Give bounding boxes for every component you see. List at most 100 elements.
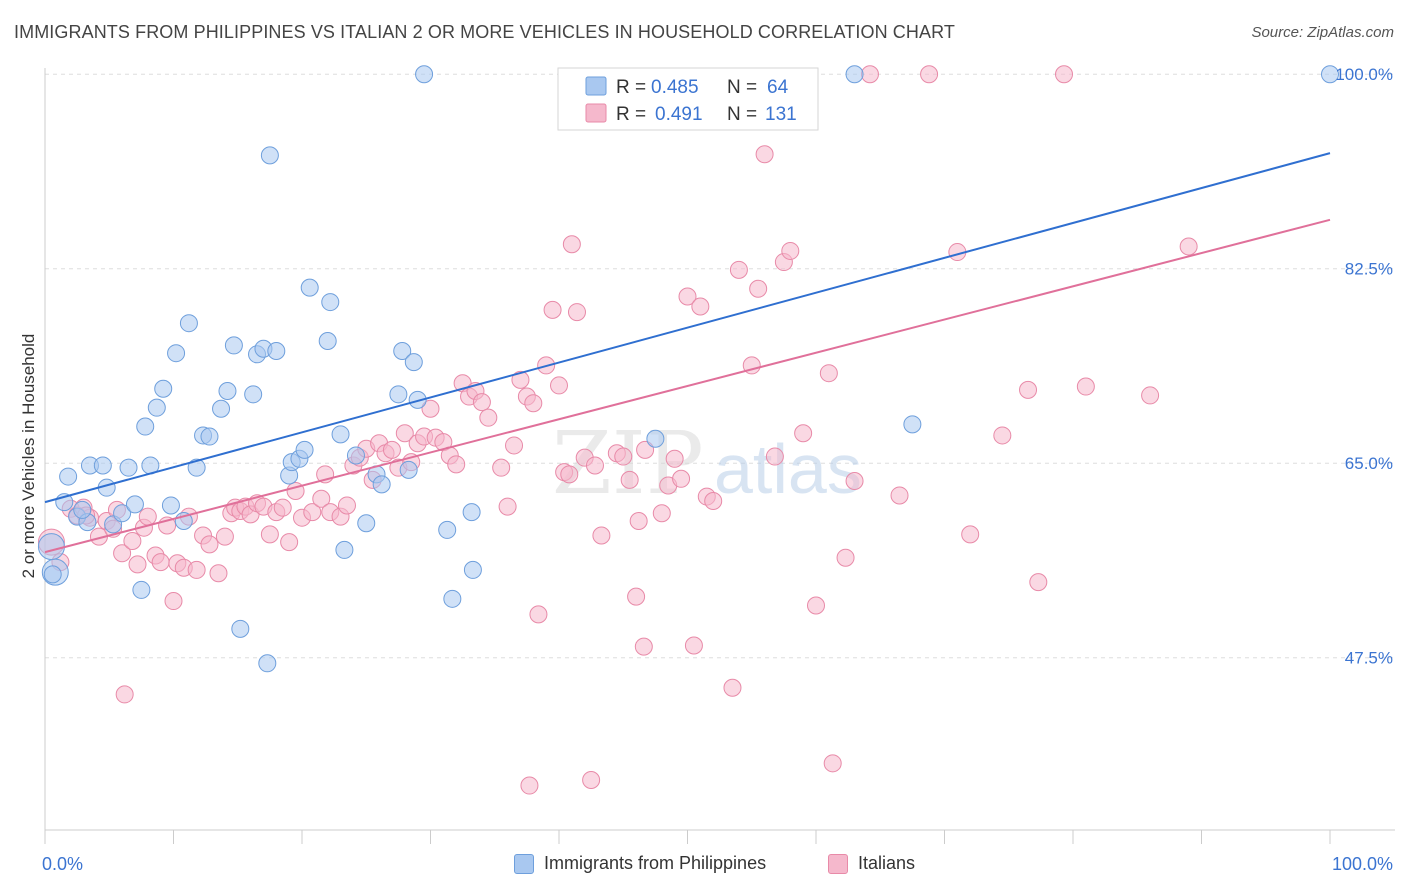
x-tick-label-start: 0.0% [42,854,83,874]
italians-point [614,447,633,466]
philippines-point [903,415,922,434]
philippines-point [267,341,286,360]
philippines-point [258,654,277,673]
italians-point [755,145,774,164]
italians-point [704,492,723,511]
philippines-point [404,353,423,372]
italians-point [164,592,183,611]
philippines-point [125,495,144,514]
bottom-legend-item-italians: Italians [828,853,915,874]
italians-point [421,399,440,418]
philippines-point [389,385,408,404]
philippines-point [300,278,319,297]
philippines-point [408,390,427,409]
italians-point [187,560,206,579]
italians-point [215,527,234,546]
italians-point [634,637,653,656]
italians-point [678,287,697,306]
philippines-point [260,146,279,165]
philippines-point [179,314,198,333]
italians-point [836,548,855,567]
philippines-point [136,417,155,436]
italians-point [209,564,228,583]
italians-point [920,65,939,84]
correlation-legend: R = 0.485 N = 64 R = 0.491 N = 131 [557,67,819,131]
italians-point [665,449,684,468]
italians-point [592,526,611,545]
italians-point [382,440,401,459]
philippines-point [187,458,206,477]
italians-point [585,456,604,475]
italians-point [1141,386,1160,405]
legend-n-label-0: N = [727,77,757,98]
philippines-point [393,341,412,360]
italians-point [684,636,703,655]
italians-point [550,376,568,395]
grid-lines [45,73,1395,659]
legend-r-label-1: R = [616,104,646,125]
bottom-legend-swatch-philippines [514,853,534,874]
philippines-point [372,475,391,494]
legend-r-value-0: 0.485 [651,77,699,98]
italians-point [520,776,539,795]
philippines-point [321,293,340,312]
italians-point [652,504,671,523]
italians-point [860,65,879,84]
italians-point [472,393,491,412]
philippines-point [415,65,434,84]
x-tick-label-end: 100.0% [1332,854,1393,874]
watermark-atlas: atlas [714,430,862,508]
italians-point [562,235,581,254]
bottom-legend-label-italians: Italians [858,853,916,873]
philippines-point [357,514,376,533]
italians-point [138,507,157,526]
italians-point [260,525,279,544]
italians-point [524,394,543,413]
italians-point [560,465,579,484]
philippines-point [113,504,132,523]
philippines-point [212,399,231,418]
italians-point [1029,573,1048,592]
y-tick-label-0: 47.5% [1345,649,1393,668]
y-tick-labels: 47.5% 65.0% 82.5% 100.0% [1335,65,1393,668]
italians-point [723,678,742,697]
italians-point [781,241,800,260]
philippines-point [462,503,481,522]
philippines-point [218,381,237,400]
source-label: Source: ZipAtlas.com [1251,24,1394,41]
legend-r-label-0: R = [616,77,646,98]
italians-point [498,497,517,516]
italians-point [794,424,813,443]
philippines-point [331,425,350,444]
philippines-point [346,446,365,465]
italians-point [200,535,219,554]
bottom-legend-item-philippines: Immigrants from Philippines [514,853,766,874]
philippines-point [318,331,337,350]
italians-point [151,553,170,572]
italians-point [529,605,548,624]
italians-point [543,300,562,319]
italians-point [749,279,768,298]
legend-n-value-1: 131 [765,104,797,125]
philippines-point [295,440,314,459]
philippines-point [43,565,62,584]
italians-point [447,455,466,474]
italians-point [1076,377,1095,396]
italians-point [765,447,784,466]
italians-point [337,496,356,515]
legend-n-value-0: 64 [767,77,789,98]
italians-point [303,503,322,522]
y-tick-label-1: 65.0% [1345,454,1393,473]
x-tick-labels: 0.0% 100.0% [42,854,1393,874]
italians-point [1055,65,1074,84]
philippines-point [132,580,151,599]
italians-point [511,370,530,389]
philippines-point [93,456,112,475]
italians-point [273,498,292,517]
italians-point [691,297,710,316]
axes [44,68,1395,844]
chart-title: IMMIGRANTS FROM PHILIPPINES VS ITALIAN 2… [14,22,955,42]
italians-point [627,587,646,606]
italians-point [629,512,648,531]
